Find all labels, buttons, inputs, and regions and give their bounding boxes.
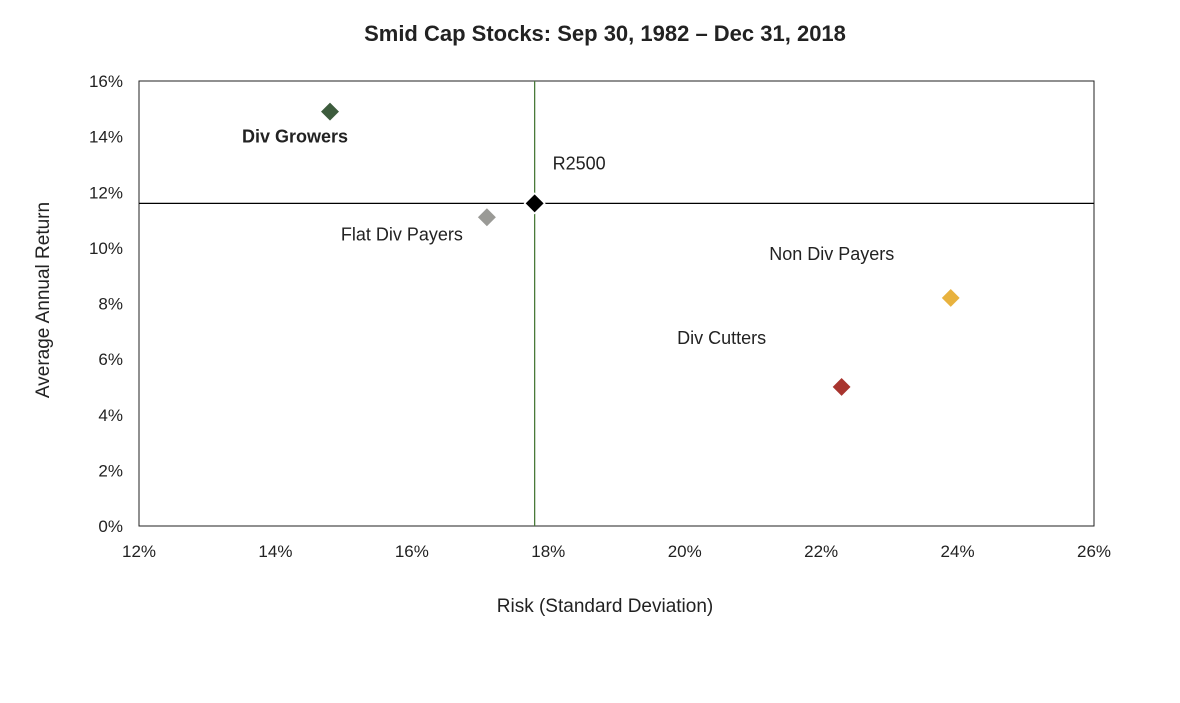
chart-title: Smid Cap Stocks: Sep 30, 1982 – Dec 31, … xyxy=(364,21,846,46)
point-label-r2500: R2500 xyxy=(553,153,606,173)
y-tick-label: 4% xyxy=(98,406,123,425)
y-tick-label: 14% xyxy=(89,128,123,147)
point-label-div-growers: Div Growers xyxy=(242,127,348,147)
point-marker-non-div-payers xyxy=(939,286,962,309)
point-marker-div-growers xyxy=(318,100,342,123)
x-tick-label: 20% xyxy=(668,542,702,561)
x-tick-label: 14% xyxy=(258,542,292,561)
y-tick-label: 16% xyxy=(89,72,123,91)
y-tick-label: 8% xyxy=(98,295,123,314)
y-tick-label: 6% xyxy=(98,350,123,369)
point-label-flat-div-payers: Flat Div Payers xyxy=(341,224,463,244)
point-label-non-div-payers: Non Div Payers xyxy=(769,244,894,264)
y-axis-title: Average Annual Return xyxy=(33,202,54,398)
point-marker-flat-div-payers xyxy=(475,206,498,229)
x-tick-label: 12% xyxy=(122,542,156,561)
point-label-div-cutters: Div Cutters xyxy=(677,328,766,348)
y-tick-label: 2% xyxy=(98,461,123,480)
data-points xyxy=(318,100,962,398)
point-marker-div-cutters xyxy=(830,375,853,398)
reference-lines xyxy=(139,81,1094,526)
x-tick-label: 26% xyxy=(1077,542,1111,561)
x-tick-label: 18% xyxy=(531,542,565,561)
data-point-labels: Div Growers R2500 Flat Div Payers Non Div P… xyxy=(242,127,894,348)
plot-area xyxy=(138,80,1095,527)
x-tick-label: 24% xyxy=(941,542,975,561)
y-tick-label: 0% xyxy=(98,517,123,536)
point-marker-r2500 xyxy=(523,192,546,215)
y-tick-label: 12% xyxy=(89,183,123,202)
y-tick-label: 10% xyxy=(89,239,123,258)
x-axis-title: Risk (Standard Deviation) xyxy=(497,596,713,617)
x-tick-label: 22% xyxy=(804,542,838,561)
x-tick-label: 16% xyxy=(395,542,429,561)
x-axis-tick-labels: 12% 14% 16% 18% 20% 22% 24% 26% xyxy=(122,542,1111,561)
y-axis-tick-labels: 0% 2% 4% 6% 8% 10% 12% 14% 16% xyxy=(89,72,123,536)
